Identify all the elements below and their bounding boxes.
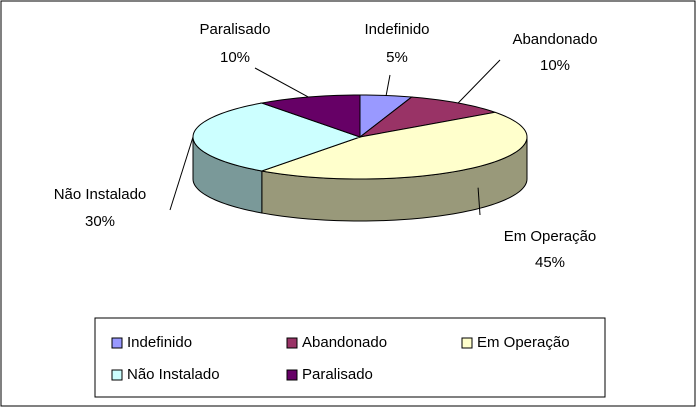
pie-slice — [259, 111, 528, 180]
leader-line — [457, 59, 501, 104]
data-label-name: Abandonado — [512, 31, 597, 48]
legend-label: Paralisado — [302, 366, 373, 383]
legend-swatch — [286, 369, 298, 381]
leader-line — [477, 187, 481, 216]
data-label: 5% — [386, 49, 408, 66]
leader-line — [254, 67, 309, 98]
data-label-name: Não Instalado — [54, 186, 147, 203]
legend-label: Não Instalado — [127, 366, 220, 383]
data-label: 30% — [85, 213, 115, 230]
leader-line — [385, 74, 391, 96]
data-label-name: Em Operação — [504, 228, 597, 245]
leader-line — [169, 136, 194, 211]
legend-label: Abandonado — [302, 334, 387, 351]
data-label-name: Paralisado — [200, 21, 271, 38]
data-label: 10% — [220, 49, 250, 66]
legend-label: Indefinido — [127, 334, 192, 351]
legend-swatch — [111, 369, 123, 381]
data-label-name: Indefinido — [364, 21, 429, 38]
legend-swatch — [286, 337, 298, 349]
legend-box — [94, 317, 606, 398]
data-label: 45% — [535, 254, 565, 271]
legend-swatch — [111, 337, 123, 349]
legend-swatch — [461, 337, 473, 349]
legend-label: Em Operação — [477, 334, 570, 351]
data-label: 10% — [540, 57, 570, 74]
